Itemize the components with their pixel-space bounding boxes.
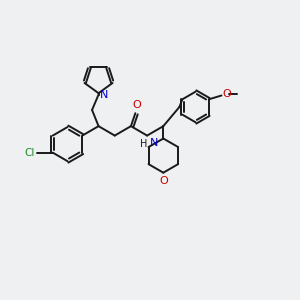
- Text: N: N: [100, 90, 108, 100]
- Text: N: N: [149, 138, 158, 148]
- Text: H: H: [140, 139, 147, 149]
- Text: O: O: [223, 89, 231, 99]
- Text: O: O: [159, 176, 168, 186]
- Text: Cl: Cl: [25, 148, 35, 158]
- Text: O: O: [132, 100, 141, 110]
